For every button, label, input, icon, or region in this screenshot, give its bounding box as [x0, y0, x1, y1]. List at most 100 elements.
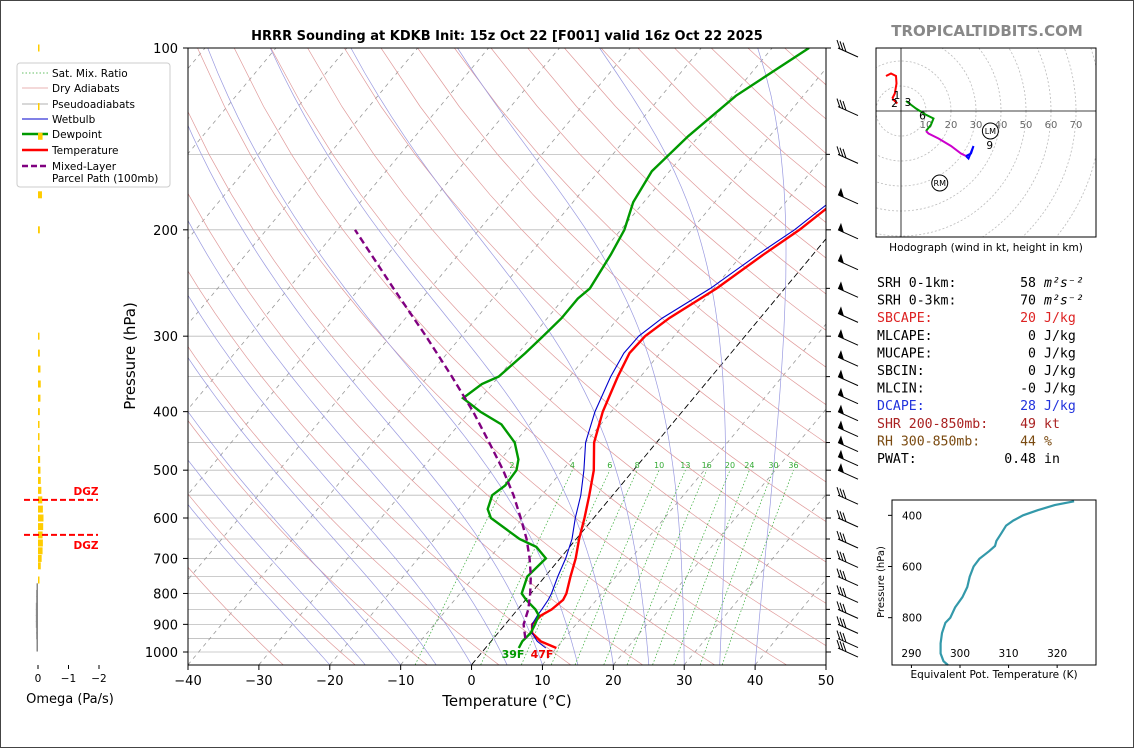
- pseudoadiabat: [269, 48, 614, 665]
- theta-e-line: [939, 500, 1075, 666]
- omega-bar: [38, 523, 44, 531]
- hodograph-ring-label: 60: [1045, 120, 1058, 131]
- y-tick-label: 400: [153, 406, 178, 421]
- isotherm: [188, 48, 560, 496]
- mixing-ratio-label: 16: [702, 461, 712, 470]
- omega-bar: [38, 420, 40, 428]
- isotherm: [188, 48, 631, 581]
- barb-flag: [838, 306, 844, 317]
- barb-staff: [837, 638, 859, 649]
- omega-bar: [38, 103, 40, 111]
- wind-barb: [837, 350, 859, 367]
- wind-barb: [837, 435, 859, 452]
- dry-adiabat: [188, 192, 643, 665]
- barb-feather: [842, 632, 847, 643]
- parameter-unit: kt: [1044, 417, 1060, 432]
- barb-flag: [838, 449, 844, 460]
- pseudoadiabat: [188, 410, 401, 665]
- mixing-ratio-line: [414, 470, 513, 665]
- hodograph-segment: [885, 72, 898, 99]
- omega-bar: [38, 332, 40, 340]
- parameter-label: PWAT:: [877, 452, 917, 467]
- wind-barb: [836, 550, 859, 568]
- barb-staff: [837, 593, 859, 603]
- wind-barb: [836, 39, 859, 58]
- barb-feather: [839, 641, 844, 651]
- isotherm: [542, 323, 826, 665]
- skewt-legend: Sat. Mix. Ratio Dry Adiabats Pseudoadiabat…: [16, 62, 171, 188]
- temperature-line: [530, 207, 826, 650]
- omega-bar: [38, 191, 42, 199]
- legend-label: Temperature: [51, 145, 119, 157]
- y-tick-label: 900: [153, 618, 178, 633]
- parameter-value: 70: [1020, 294, 1036, 309]
- omega-bar: [36, 596, 38, 604]
- surface-temperature-label: 47F: [531, 648, 554, 661]
- mixing-ratio-label: 8: [635, 461, 640, 470]
- parameter-label: SHR 200-850mb:: [877, 417, 988, 432]
- omega-bar: [36, 644, 38, 652]
- barb-staff: [837, 106, 859, 116]
- dry-adiabat: [454, 48, 826, 406]
- x-tick-label: −30: [245, 674, 272, 689]
- y-tick-label: 700: [153, 552, 178, 567]
- barb-staff: [837, 608, 859, 619]
- theta-e-y-tick-label: 600: [902, 562, 922, 574]
- surface-dewpoint-label: 39F: [502, 648, 525, 661]
- barb-feather: [836, 530, 841, 541]
- pseudoadiabat: [188, 219, 508, 665]
- parameter-unit: J/kg: [1044, 399, 1076, 414]
- parameter-label: RH 300-850mb:: [877, 434, 980, 449]
- barb-feather: [839, 551, 844, 561]
- wind-barb: [837, 404, 859, 422]
- wind-barb: [837, 222, 859, 240]
- isotherm: [188, 48, 489, 410]
- hodograph-ring-label: 40: [995, 120, 1008, 131]
- dry-adiabat: [188, 493, 356, 665]
- omega-bar: [35, 620, 38, 628]
- mixed-layer-parcel-path-100mb-line: [353, 229, 533, 639]
- omega-bar: [38, 433, 40, 441]
- barb-feather: [836, 601, 841, 611]
- parameter-table: SRH 0-1km: 58 m²s⁻² SRH 0-3km: 70 m²s⁻² SBCAPE…: [877, 276, 1084, 467]
- barb-feather: [836, 639, 841, 650]
- barb-flag: [838, 369, 844, 380]
- omega-bar: [38, 531, 43, 539]
- omega-bar: [38, 466, 41, 474]
- barb-feather: [836, 487, 841, 497]
- theta-e-x-tick-label: 290: [901, 648, 921, 660]
- barb-flag: [838, 404, 844, 415]
- hodograph-height-label: 9: [986, 140, 993, 152]
- parameter-value: 0: [1028, 346, 1036, 361]
- mixing-ratio-label: 36: [788, 461, 798, 470]
- omega-bar: [38, 562, 41, 570]
- barb-staff: [837, 47, 859, 58]
- barb-feather: [842, 603, 847, 614]
- barb-feather: [836, 550, 841, 560]
- omega-bar: [35, 602, 38, 610]
- barb-feather: [839, 569, 844, 579]
- barb-staff: [837, 623, 859, 634]
- hodograph-segment: [891, 97, 899, 105]
- wind-barb: [837, 449, 859, 467]
- legend-label: Mixed-Layer: [52, 161, 117, 173]
- barb-staff: [837, 494, 859, 505]
- x-tick-label: 50: [818, 674, 835, 689]
- barb-staff: [837, 647, 859, 658]
- mixing-ratio-line: [699, 470, 774, 665]
- hodograph-caption: Hodograph (wind in kt, height in km): [889, 242, 1083, 254]
- mixing-ratio-label: 10: [654, 461, 664, 470]
- omega-xlabel: Omega (Pa/s): [26, 692, 114, 707]
- pseudoadiabat: [599, 48, 726, 665]
- barb-feather: [842, 512, 847, 522]
- omega-bar: [38, 408, 40, 416]
- y-tick-label: 1000: [145, 646, 178, 661]
- legend-label: Wetbulb: [52, 114, 96, 126]
- parameter-value: 0.48: [1004, 452, 1036, 467]
- wind-barb: [837, 420, 859, 438]
- barb-feather: [842, 618, 847, 629]
- barb-feather: [842, 148, 847, 159]
- parameter-label: MLCAPE:: [877, 329, 933, 344]
- barb-staff: [837, 538, 859, 549]
- pseudoadiabat: [207, 48, 579, 665]
